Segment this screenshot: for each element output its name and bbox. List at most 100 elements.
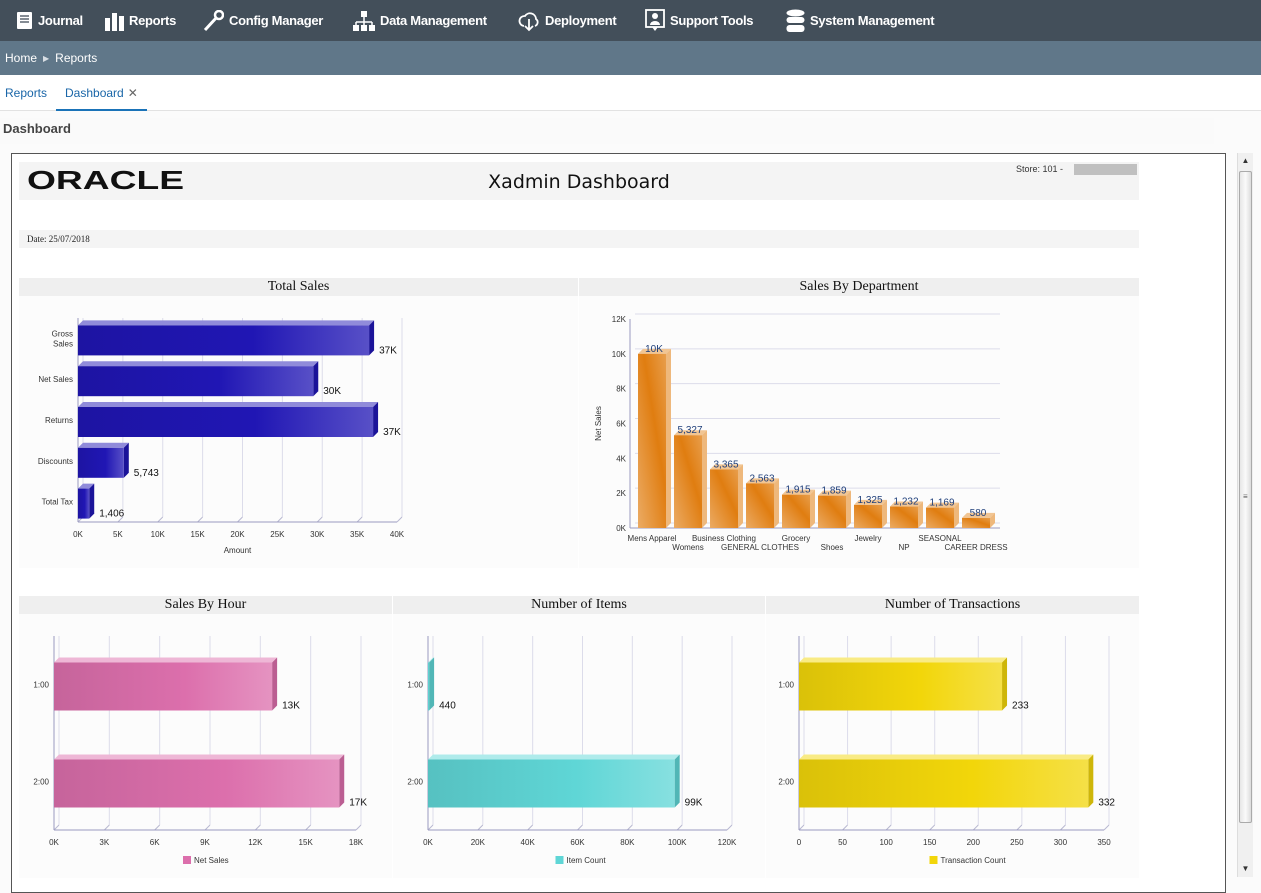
y-tick-label: 0K [616,524,626,533]
nav-system-management[interactable]: System Management [786,0,935,41]
legend-label: Transaction Count [941,856,1007,865]
cloud-download-icon [518,11,539,31]
legend-swatch [555,856,564,864]
store-label: Store: 101 - [1015,164,1063,174]
x-tick-label: 15K [191,530,206,539]
tab-reports[interactable]: Reports [5,86,48,100]
tab-bar: Reports Dashboard ✕ [0,75,1261,111]
bar-side [918,501,923,528]
bar [782,494,810,528]
tick-mark [204,824,211,831]
tick-mark [254,824,261,831]
bar-side [954,502,959,528]
x-tick-label: 35K [350,530,365,539]
x-tick-label: 25K [270,530,285,539]
tick-mark [726,824,733,831]
nav-journal[interactable]: Journal [16,0,83,41]
data-label: 440 [439,701,456,712]
tick-mark [1016,824,1023,831]
y-axis-label: Net Sales [594,406,603,441]
category-label: Net Sales [38,375,73,384]
bar [962,517,990,528]
number-of-items-chart: 0K 20K 40K 60K 80K 100K 120K 1:00 440 2:00 99K Item… [393,614,765,878]
bar-side [89,483,95,519]
tick-mark [577,824,583,831]
category-label: GENERAL CLOTHES [721,543,799,552]
x-tick-label: 30K [310,530,325,539]
tick-mark [798,824,805,831]
scroll-down-icon[interactable]: ▼ [1241,864,1250,873]
tick-mark [356,516,363,523]
y-tick-label: 4K [616,454,626,463]
data-label: 37K [383,427,401,438]
data-label: 1,325 [857,495,882,506]
bar [428,759,675,808]
bar-side [313,361,319,397]
bar-top [890,501,923,507]
bar-top [962,512,995,518]
scroll-thumb[interactable]: ≡ [1239,171,1252,823]
tick-mark [277,516,283,523]
hierarchy-icon [353,10,375,31]
bar-side [123,442,129,478]
x-tick-label: 0 [797,838,802,847]
scroll-up-icon[interactable]: ▲ [1241,156,1250,165]
data-label: 1,859 [821,486,846,497]
chart-title-sales-by-department: Sales By Department [579,278,1139,296]
chart-title-number-of-items: Number of Items [393,596,765,614]
x-tick-label: 40K [521,838,536,847]
report-header: ORACLE Xadmin Dashboard Store: 101 - [19,162,1139,200]
nav-data-management[interactable]: Data Management [353,0,487,41]
oracle-logo: ORACLE [27,168,184,192]
x-tick-label: 12K [248,838,263,847]
category-label: 2:00 [407,778,423,787]
bar-side [369,320,375,356]
bar-top [746,478,779,484]
nav-reports[interactable]: Reports [104,0,176,41]
tick-mark [842,824,848,831]
bar-top [78,402,379,407]
bar [428,662,430,711]
bar-chart-icon [105,12,124,31]
data-label: 30K [323,386,341,397]
bar [890,506,918,528]
nav-label: Journal [38,13,83,28]
x-tick-label: 0K [49,838,59,847]
bar-top [78,442,129,448]
page-header [0,118,1214,144]
y-tick-label: 8K [616,385,626,394]
bar-top [818,490,851,496]
nav-support-tools[interactable]: Support Tools [645,0,754,41]
category-label: Mens Apparel [628,534,677,543]
y-tick-label: 6K [616,420,626,429]
vertical-scrollbar[interactable]: ▲ ≡ ▼ [1237,153,1253,877]
bar-top [710,464,743,470]
bar [746,483,774,528]
store-name-redacted [1074,164,1137,175]
chart-title-total-sales: Total Sales [19,278,578,296]
tab-dashboard[interactable]: Dashboard ✕ [56,75,147,111]
x-tick-label: 0K [73,530,83,539]
bar-top [799,754,1094,760]
x-tick-label: 300 [1054,838,1068,847]
bar [799,759,1089,808]
bar-side [846,490,851,528]
close-tab-icon[interactable]: ✕ [127,86,138,100]
report-title: Xadmin Dashboard [488,171,670,193]
legend-swatch [183,856,191,864]
page-title: Dashboard [3,121,71,136]
category-label: Shoes [821,543,844,552]
bar-side [429,657,435,711]
chart-title-number-of-transactions: Number of Transactions [766,596,1139,614]
bar-top [78,483,95,489]
data-label: 3,365 [713,459,738,470]
x-tick-label: 15K [299,838,314,847]
x-tick-label: 18K [349,838,364,847]
nav-config-manager[interactable]: Config Manager [202,0,323,41]
nav-deployment[interactable]: Deployment [518,0,617,41]
nav-label: Data Management [380,13,487,28]
tick-mark [197,516,203,523]
category-label: 1:00 [407,681,423,690]
breadcrumb-home[interactable]: Home [5,51,38,65]
legend-swatch [929,856,938,864]
